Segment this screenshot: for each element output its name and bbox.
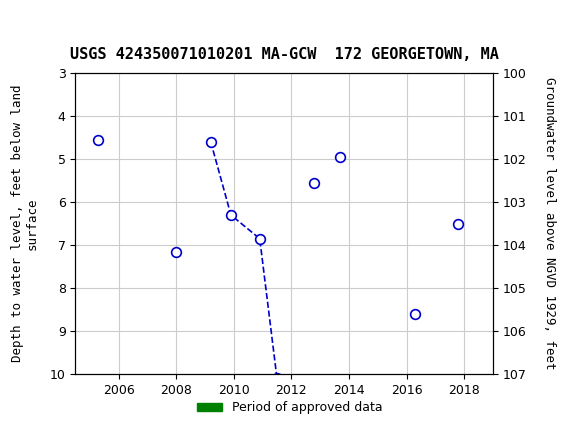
Y-axis label: Depth to water level, feet below land
surface: Depth to water level, feet below land su… (10, 85, 39, 362)
Text: ≡USGS: ≡USGS (12, 16, 78, 36)
Bar (280, 374, 291, 379)
Bar (93, 374, 104, 379)
Title: USGS 424350071010201 MA-GCW  172 GEORGETOWN, MA: USGS 424350071010201 MA-GCW 172 GEORGETO… (70, 47, 499, 62)
Y-axis label: Groundwater level above NGVD 1929, feet: Groundwater level above NGVD 1929, feet (543, 77, 556, 370)
Bar (401, 374, 407, 379)
Bar (248, 374, 280, 379)
Bar (219, 374, 234, 379)
Bar (326, 374, 335, 379)
Bar (171, 374, 179, 379)
Bar (346, 374, 352, 379)
Legend: Period of approved data: Period of approved data (192, 396, 388, 419)
Bar (461, 374, 470, 379)
